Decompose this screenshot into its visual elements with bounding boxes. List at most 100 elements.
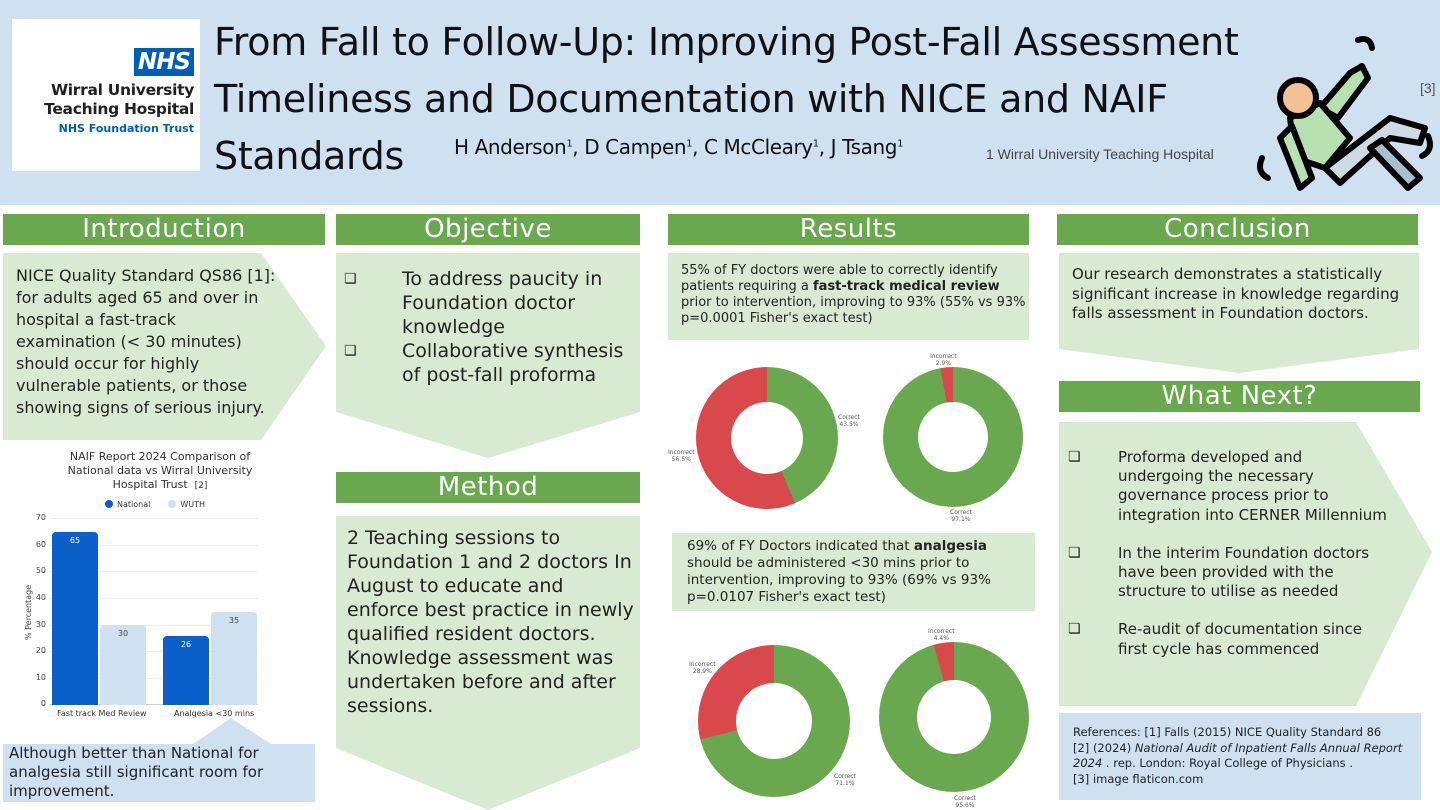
method-heading: Method bbox=[336, 472, 640, 503]
objective-item: ❏ To address paucity in Foundation doctor… bbox=[344, 267, 634, 339]
donut-label-incorrect: Incorrect 4.4% bbox=[928, 628, 955, 642]
poster-title: From Fall to Follow-Up: Improving Post-F… bbox=[214, 20, 1239, 178]
chart-note-callout-shape bbox=[3, 718, 315, 802]
reference-title: National Audit of Inpatient Falls Annual… bbox=[1073, 740, 1403, 771]
bar-value: 35 bbox=[228, 616, 240, 625]
objective-panel-shape bbox=[336, 253, 640, 458]
donut-hole bbox=[918, 402, 988, 472]
donut-label-correct: Correct 95.6% bbox=[954, 795, 976, 809]
x-axis bbox=[50, 704, 258, 705]
y-tick: 40 bbox=[35, 593, 46, 602]
bar-wuth-fast-track: 30 bbox=[100, 625, 146, 705]
label-text: Incorrect bbox=[930, 353, 957, 360]
affiliation-mark: 1 bbox=[686, 138, 693, 150]
label-value: 71.1% bbox=[835, 780, 855, 787]
bar-wuth-analgesia: 35 bbox=[211, 612, 257, 705]
label-text: Incorrect bbox=[689, 661, 716, 668]
objective-item-text: Collaborative synthesis of post-fall pro… bbox=[402, 340, 624, 386]
reference-2: [2] (2024) National Audit of Inpatient F… bbox=[1073, 741, 1418, 772]
image-reference: [3] bbox=[1420, 80, 1436, 96]
finding-emphasis: fast-track medical review bbox=[813, 279, 1000, 294]
introduction-text: NICE Quality Standard QS86 [1]: for adul… bbox=[16, 266, 276, 417]
donut-label-incorrect: Incorrect 28.9% bbox=[689, 661, 716, 675]
y-tick: 50 bbox=[35, 566, 46, 575]
label-text: Incorrect bbox=[928, 628, 955, 635]
method-text: 2 Teaching sessions to Foundation 1 and … bbox=[347, 527, 634, 717]
donut-label-correct: Correct 71.1% bbox=[834, 773, 856, 787]
checkbox-bullet-icon: ❏ bbox=[344, 343, 357, 359]
bar-national-fast-track: 65 bbox=[52, 532, 98, 705]
label-text: Correct bbox=[834, 773, 856, 780]
chart-reference: [2] bbox=[194, 481, 208, 491]
author-list: H Anderson1, D Campen1, C McCleary1, J T… bbox=[454, 135, 904, 159]
finding-emphasis: analgesia bbox=[913, 538, 987, 554]
affiliation-mark: 1 bbox=[812, 138, 819, 150]
finding-text: should be administered <30 mins prior to… bbox=[687, 555, 991, 605]
affiliation-mark: 1 bbox=[566, 138, 573, 150]
wuth-swatch-icon bbox=[168, 500, 177, 508]
chart-note: Although better than National for analge… bbox=[9, 744, 264, 800]
label-value: 97.1% bbox=[951, 516, 971, 523]
nhs-trust-logo: NHS Wirral University Teaching Hospital … bbox=[12, 19, 200, 171]
author-name: H Anderson bbox=[454, 135, 567, 159]
conclusion-text: Our research demonstrates a statisticall… bbox=[1072, 265, 1400, 322]
conclusion-heading: Conclusion bbox=[1057, 214, 1418, 245]
chart-title-line: NAIF Report 2024 Comparison of bbox=[69, 450, 251, 463]
checkbox-bullet-icon: ❏ bbox=[1068, 621, 1081, 638]
y-tick: 20 bbox=[35, 646, 46, 655]
objective-item: ❏ Collaborative synthesis of post-fall pr… bbox=[344, 339, 634, 387]
poster-header: NHS Wirral University Teaching Hospital … bbox=[0, 0, 1440, 205]
bar-chart-title: NAIF Report 2024 Comparison of National … bbox=[40, 450, 280, 493]
checkbox-bullet-icon: ❏ bbox=[1068, 449, 1081, 465]
references-text: References: [1] Falls (2015) NICE Qualit… bbox=[1073, 725, 1418, 787]
bar-value: 30 bbox=[117, 629, 129, 638]
result-finding-1-panel bbox=[668, 253, 1029, 340]
chart-legend: National WUTH bbox=[105, 500, 205, 509]
donut-fast-track-post bbox=[883, 367, 1023, 507]
conclusion-panel-shape bbox=[1059, 253, 1419, 373]
y-tick: 70 bbox=[35, 513, 46, 522]
method-panel-shape bbox=[336, 516, 640, 810]
legend-label: National bbox=[117, 500, 151, 509]
finding-text: 69% of FY Doctors indicated that bbox=[687, 538, 914, 554]
reference-1: References: [1] Falls (2015) NICE Qualit… bbox=[1073, 725, 1382, 739]
author-name: J Tsang bbox=[830, 135, 898, 159]
donut-label-correct: Correct 97.1% bbox=[950, 509, 972, 523]
affiliation: 1 Wirral University Teaching Hospital bbox=[986, 146, 1214, 162]
gridline bbox=[50, 625, 258, 626]
person-falling-icon bbox=[1257, 36, 1433, 191]
reference-text: [2] (2024) bbox=[1073, 740, 1135, 755]
reference-text: . rep. London: Royal College of Physicia… bbox=[1102, 756, 1353, 770]
what-next-item-text: Re-audit of documentation since first cy… bbox=[1118, 620, 1362, 658]
label-value: 95.6% bbox=[955, 802, 975, 809]
gridline bbox=[50, 651, 258, 652]
gridline bbox=[50, 598, 258, 599]
donut-hole bbox=[736, 683, 812, 759]
bar-national-analgesia: 26 bbox=[163, 636, 209, 705]
donut-fast-track-pre bbox=[696, 367, 838, 509]
donut-label-correct: Correct 43.5% bbox=[838, 414, 860, 428]
x-tick: Fast track Med Review bbox=[57, 709, 147, 718]
label-text: Correct bbox=[950, 509, 972, 516]
donut-label-incorrect: Incorrect 56.5% bbox=[668, 449, 695, 463]
affiliation-mark: 1 bbox=[897, 138, 904, 150]
bar-value: 26 bbox=[180, 640, 192, 649]
y-tick: 60 bbox=[35, 540, 46, 549]
label-value: 28.9% bbox=[692, 668, 712, 675]
nhs-badge: NHS bbox=[133, 48, 194, 76]
logo-line-1: Wirral University bbox=[50, 81, 194, 99]
introduction-panel-shape bbox=[3, 253, 326, 440]
legend-label: WUTH bbox=[180, 500, 206, 509]
legend-wuth: WUTH bbox=[168, 500, 205, 509]
label-value: 2.9% bbox=[935, 360, 951, 367]
national-swatch-icon bbox=[105, 500, 113, 508]
objective-list: ❏ To address paucity in Foundation doctor… bbox=[344, 267, 634, 387]
donut-label-incorrect: Incorrect 2.9% bbox=[930, 353, 957, 367]
bar-value: 65 bbox=[69, 536, 81, 545]
label-value: 4.4% bbox=[933, 635, 949, 642]
what-next-list: ❏ Proforma developed and undergoing the n… bbox=[1068, 448, 1388, 659]
what-next-item: ❏ Re-audit of documentation since first c… bbox=[1068, 620, 1388, 658]
bar-plot-area: 70 60 50 40 30 20 10 0 65 30 26 35 bbox=[36, 513, 258, 708]
finding-text: 55% of FY doctors were able to correctly… bbox=[681, 263, 998, 294]
checkbox-bullet-icon: ❏ bbox=[1068, 544, 1081, 561]
